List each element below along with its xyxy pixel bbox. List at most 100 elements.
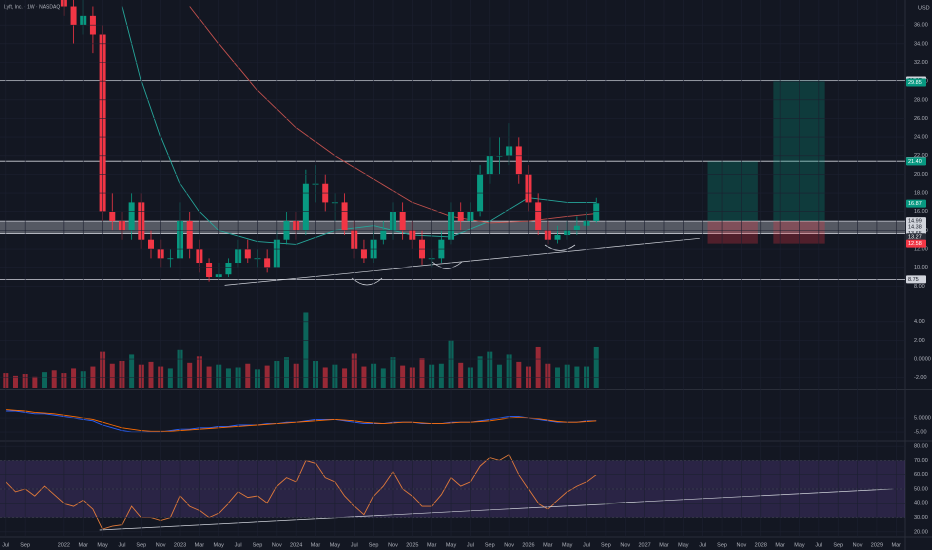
y-tick-label: 32.00	[914, 60, 928, 66]
x-tick-label: 2027	[639, 542, 651, 548]
candle-body	[167, 258, 174, 260]
y-tick-label: 10.00	[914, 265, 928, 271]
position-target	[707, 161, 758, 222]
y-tick-label: 2.00	[914, 338, 925, 344]
price-tag	[906, 78, 926, 87]
candle-body	[128, 202, 135, 231]
y-tick-label: 18.00	[914, 191, 928, 197]
price-tag	[906, 222, 926, 231]
x-tick-label: 2023	[174, 542, 186, 548]
x-tick-label: Mar	[775, 542, 785, 548]
x-tick-label: Mar	[195, 542, 205, 548]
position-target	[773, 80, 825, 222]
y-tick-label: 20.00	[914, 172, 928, 178]
histogram-bar	[148, 361, 154, 388]
candle-body	[360, 249, 367, 259]
histogram-bar	[109, 363, 115, 388]
histogram-bar	[129, 354, 135, 388]
x-tick-label: May	[330, 542, 341, 548]
histogram-bar	[206, 366, 212, 388]
candle-body	[341, 202, 348, 231]
price-tag-label: 8.75	[908, 277, 919, 283]
y-tick-label: 30.00	[914, 515, 928, 521]
x-tick-label: Nov	[853, 542, 863, 548]
price-tag	[906, 233, 926, 242]
candle-body	[593, 203, 600, 222]
histogram-bar	[438, 363, 444, 388]
x-tick-label: Jul	[583, 542, 590, 548]
position-stop	[707, 221, 758, 244]
candle-body	[70, 6, 77, 26]
chart-title: Lyft, Inc. · 1W · NASDAQ	[4, 4, 60, 10]
y-tick-label: 12.00	[914, 246, 928, 252]
x-tick-label: 2024	[290, 542, 302, 548]
candle-body	[109, 211, 116, 222]
histogram-bar	[574, 366, 580, 388]
x-tick-label: Jul	[2, 542, 9, 548]
y-tick-label: 50.00	[914, 486, 928, 492]
position-stop	[773, 221, 825, 244]
price-tag	[906, 275, 926, 284]
histogram-bar	[42, 372, 48, 388]
histogram-bar	[264, 365, 270, 388]
x-tick-label: May	[562, 542, 573, 548]
y-tick-label: 8.00	[914, 284, 925, 290]
histogram-bar	[361, 366, 367, 388]
histogram-bar	[51, 370, 57, 388]
price-tag-label: 16.87	[908, 201, 922, 207]
x-tick-label: Mar	[311, 542, 321, 548]
x-tick-label: Nov	[388, 542, 398, 548]
y-tick-label: 22.00	[914, 153, 928, 159]
x-tick-label: Sep	[253, 542, 263, 548]
price-tag-label: 14.38	[908, 224, 922, 230]
candle-body	[206, 263, 213, 278]
price-tag-label: 12.58	[908, 241, 922, 247]
histogram-bar	[284, 357, 290, 388]
histogram-bar	[516, 361, 522, 388]
x-tick-label: Mar	[427, 542, 437, 548]
y-tick-label: 34.00	[914, 41, 928, 47]
y-tick-label: 0.0000	[914, 357, 931, 363]
price-tag-label: 13.27	[908, 235, 922, 241]
candle-body	[244, 249, 251, 259]
x-tick-label: Jul	[815, 542, 822, 548]
x-tick-label: Sep	[601, 542, 611, 548]
price-tag	[906, 239, 926, 248]
histogram-bar	[477, 356, 483, 388]
histogram-bar	[90, 366, 96, 388]
x-tick-label: Sep	[485, 542, 495, 548]
y-tick-label: -2.00	[914, 375, 927, 381]
x-tick-label: Jul	[351, 542, 358, 548]
x-tick-label: May	[794, 542, 805, 548]
histogram-bar	[400, 365, 406, 388]
y-tick-label: 20.00	[914, 529, 928, 535]
candle-body	[573, 225, 580, 231]
histogram-bar	[458, 362, 464, 388]
y-tick-label: 24.00	[914, 135, 928, 141]
histogram-bar	[187, 362, 193, 388]
x-tick-label: May	[446, 542, 457, 548]
cup-drawing	[431, 261, 463, 269]
x-tick-label: Jul	[467, 542, 474, 548]
y-tick-label: -5.00	[914, 429, 927, 435]
y-tick-label: 70.00	[914, 458, 928, 464]
histogram-bar	[342, 368, 348, 388]
x-tick-label: May	[97, 542, 108, 548]
y-tick-label: 40.00	[914, 501, 928, 507]
histogram-bar	[12, 375, 18, 388]
x-tick-label: Jul	[235, 542, 242, 548]
x-tick-label: Sep	[136, 542, 146, 548]
x-tick-label: Mar	[659, 542, 669, 548]
indicator-line	[5, 454, 597, 530]
trendline	[99, 488, 893, 531]
histogram-bar	[167, 368, 173, 388]
candle-body	[496, 155, 503, 157]
histogram-bar	[535, 346, 541, 388]
x-tick-label: Mar	[892, 542, 902, 548]
candle-body	[457, 211, 464, 222]
x-tick-label: 2022	[58, 542, 70, 548]
price-tag-label: 29.85	[908, 80, 922, 86]
trendline	[224, 237, 700, 286]
y-tick-label: 28.00	[914, 97, 928, 103]
